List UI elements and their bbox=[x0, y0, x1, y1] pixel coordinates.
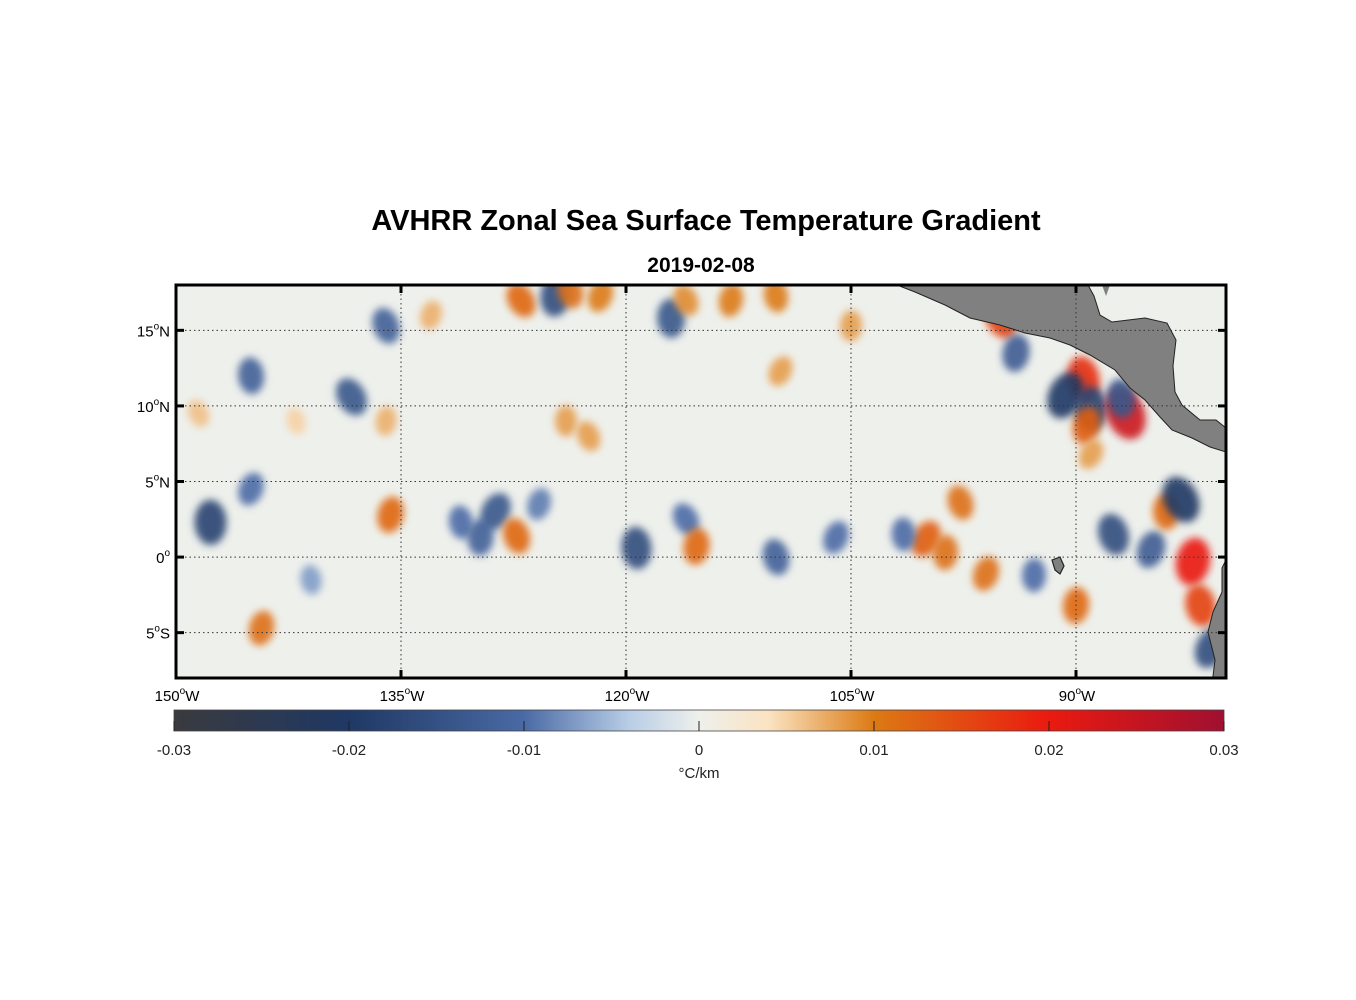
sst-gradient-feature bbox=[763, 285, 789, 313]
map-plot-area[interactable] bbox=[176, 271, 1234, 700]
sst-gradient-feature bbox=[768, 356, 793, 386]
sst-gradient-feature bbox=[420, 300, 442, 330]
map-title: AVHRR Zonal Sea Surface Temperature Grad… bbox=[371, 205, 1041, 237]
longitude-label: 120oW bbox=[605, 686, 651, 705]
colorbar-tick-label: -0.01 bbox=[507, 742, 541, 759]
sst-gradient-feature bbox=[372, 307, 400, 344]
latitude-label: 0o bbox=[156, 548, 170, 567]
sst-gradient-feature bbox=[972, 556, 1000, 591]
sst-gradient-feature bbox=[555, 405, 577, 437]
longitude-labels: 150oW 135oW 120oW 105oW 90oW bbox=[155, 686, 1096, 705]
sst-gradient-feature bbox=[502, 518, 531, 554]
sst-gradient-feature bbox=[1021, 558, 1047, 593]
colorbar-tick-label: 0.01 bbox=[859, 742, 888, 759]
sst-gradient-feature bbox=[621, 526, 652, 570]
colorbar-tick-label: 0.02 bbox=[1034, 742, 1063, 759]
colorbar-tick-label: 0.03 bbox=[1209, 742, 1238, 759]
sst-gradient-feature bbox=[1162, 476, 1200, 523]
latitude-label: 15oN bbox=[137, 321, 170, 340]
colorbar-tick-label: -0.03 bbox=[157, 742, 191, 759]
sst-gradient-feature bbox=[1106, 378, 1136, 419]
latitude-label: 5oS bbox=[146, 624, 170, 643]
sst-gradient-feature bbox=[576, 421, 601, 452]
sst-gradient-feature bbox=[891, 517, 916, 552]
land-central-america bbox=[896, 285, 1226, 453]
sst-gradient-feature bbox=[526, 488, 552, 521]
sst-gradient-feature bbox=[947, 485, 974, 520]
sst-gradient-feature bbox=[1047, 372, 1084, 419]
sst-gradient-feature bbox=[1072, 406, 1101, 445]
sst-gradient-feature bbox=[375, 406, 397, 436]
sst-gradient-feature bbox=[377, 496, 404, 533]
sst-gradient-feature bbox=[932, 534, 959, 571]
sst-gradient-feature bbox=[238, 472, 264, 506]
sst-gradient-feature bbox=[1175, 537, 1211, 586]
gradient-features bbox=[187, 285, 1226, 669]
axis-ticks bbox=[174, 285, 1226, 678]
sst-gradient-feature bbox=[587, 285, 614, 313]
sst-gradient-feature bbox=[187, 399, 210, 428]
sst-gradient-feature bbox=[506, 285, 536, 318]
land-south-america bbox=[1207, 448, 1226, 678]
sst-gradient-feature bbox=[248, 610, 275, 646]
sst-gradient-feature bbox=[286, 407, 306, 435]
ocean-background bbox=[176, 285, 1226, 678]
colorbar-unit-label: °C/km bbox=[679, 765, 720, 782]
map-date-subtitle: 2019-02-08 bbox=[647, 254, 755, 277]
sst-gradient-feature bbox=[683, 528, 710, 565]
sst-gradient-feature bbox=[467, 519, 494, 556]
sst-gradient-feature bbox=[1136, 530, 1166, 569]
sst-gradient-feature bbox=[300, 564, 322, 595]
sst-gradient-feature bbox=[911, 520, 941, 557]
sst-gradient-feature bbox=[557, 285, 584, 309]
sst-gradient-feature bbox=[194, 499, 227, 545]
sst-gradient-feature bbox=[237, 357, 265, 395]
sst-gradient-feature bbox=[448, 505, 474, 540]
latitude-labels: 15oN 10oN 5oN 0o 5oS bbox=[137, 321, 171, 642]
sst-gradient-feature bbox=[1002, 334, 1030, 372]
longitude-label: 150oW bbox=[155, 686, 201, 705]
sst-gradient-feature bbox=[1078, 439, 1104, 469]
latitude-label: 5oN bbox=[145, 473, 170, 492]
longitude-label: 105oW bbox=[830, 686, 876, 705]
sst-gradient-feature bbox=[1097, 513, 1130, 556]
colorbar-tick-label: -0.02 bbox=[332, 742, 366, 759]
sst-gradient-feature bbox=[480, 492, 511, 531]
sst-gradient-feature bbox=[673, 285, 699, 316]
sst-gradient-feature bbox=[672, 503, 700, 536]
sst-gradient-feature bbox=[718, 285, 744, 317]
longitude-label: 135oW bbox=[380, 686, 426, 705]
latitude-label: 10oN bbox=[137, 397, 170, 416]
colorbar-tick-label: 0 bbox=[695, 742, 703, 759]
longitude-label: 90oW bbox=[1059, 686, 1096, 705]
colorbar: -0.03 -0.02 -0.01 0 0.01 0.02 0.03 °C/km bbox=[157, 709, 1239, 782]
sst-gradient-feature bbox=[823, 521, 849, 554]
colorbar-ticks: -0.03 -0.02 -0.01 0 0.01 0.02 0.03 bbox=[157, 721, 1239, 759]
sst-gradient-feature bbox=[1185, 584, 1216, 627]
